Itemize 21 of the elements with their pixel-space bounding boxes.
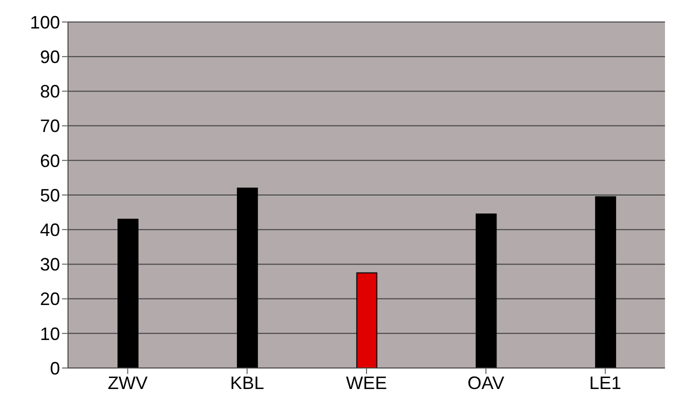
- x-tick-label: LE1: [589, 372, 622, 393]
- x-tick-label: KBL: [230, 372, 264, 393]
- y-tick-label: 30: [40, 254, 60, 275]
- bar: [476, 214, 497, 368]
- y-tick-label: 90: [40, 46, 60, 67]
- y-tick-label: 60: [40, 150, 60, 171]
- x-tick-label: WEE: [346, 372, 388, 393]
- bar: [118, 218, 138, 368]
- bar: [595, 196, 616, 368]
- bar: [356, 272, 378, 368]
- y-tick-label: 70: [40, 116, 60, 136]
- bar: [236, 188, 258, 368]
- x-tick-label: OAV: [468, 372, 504, 393]
- y-tick-label: 40: [40, 220, 60, 240]
- y-tick-label: 10: [40, 324, 60, 344]
- y-tick-label: 0: [50, 358, 60, 378]
- y-tick-label: 80: [40, 82, 60, 102]
- x-tick-label: ZWV: [108, 372, 148, 393]
- y-tick-label: 50: [40, 185, 60, 206]
- y-tick-label: 20: [40, 289, 60, 310]
- y-tick-label: 100: [30, 12, 60, 32]
